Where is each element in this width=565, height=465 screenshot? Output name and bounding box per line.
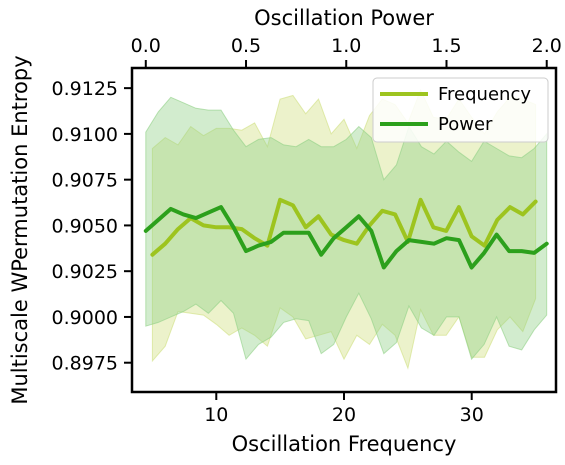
x-tick-label: 10 bbox=[204, 404, 228, 426]
x-axis-top: 0.0 0.5 1.0 1.5 2.0 bbox=[131, 35, 562, 68]
line-power bbox=[143, 205, 549, 270]
y-tick-label: 0.9000 bbox=[52, 307, 118, 329]
x2-tick-label: 0.0 bbox=[131, 35, 161, 57]
y-tick-label: 0.9075 bbox=[52, 170, 118, 192]
y-tick-label: 0.9025 bbox=[52, 261, 118, 283]
x-axis-title: Oscillation Frequency bbox=[232, 432, 457, 456]
y-tick-label: 0.9125 bbox=[52, 78, 118, 100]
y-tick-label: 0.9100 bbox=[52, 124, 118, 146]
y-tick-label: 0.8975 bbox=[52, 353, 118, 375]
series-lines bbox=[143, 197, 549, 270]
line-frequency bbox=[150, 197, 538, 257]
x-axis-bottom: 10 20 30 bbox=[204, 392, 484, 426]
legend: Frequency Power bbox=[372, 77, 549, 143]
y-axis: 0.8975 0.9000 0.9025 0.9050 0.9075 0.9100 0.91… bbox=[52, 78, 132, 375]
y-axis-title: Multiscale WPermutation Entropy bbox=[8, 55, 32, 404]
x-tick-label: 20 bbox=[332, 404, 356, 426]
legend-label-power: Power bbox=[438, 114, 493, 135]
x2-tick-label: 1.0 bbox=[331, 35, 361, 57]
x-tick-label: 30 bbox=[460, 404, 484, 426]
x2-tick-label: 0.5 bbox=[231, 35, 261, 57]
legend-label-frequency: Frequency bbox=[438, 84, 531, 105]
x2-tick-label: 2.0 bbox=[532, 35, 562, 57]
y-tick-label: 0.9050 bbox=[52, 215, 118, 237]
x2-axis-title: Oscillation Power bbox=[254, 6, 434, 30]
x2-tick-label: 1.5 bbox=[431, 35, 461, 57]
